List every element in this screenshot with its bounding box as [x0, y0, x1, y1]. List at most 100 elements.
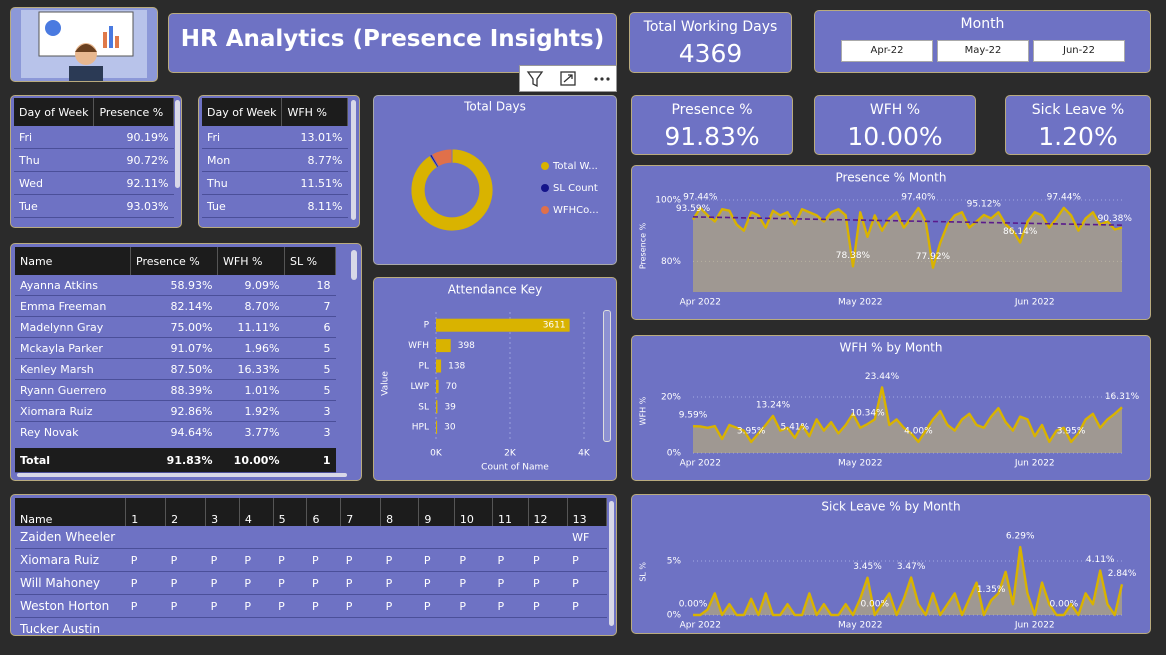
table-row: Ryann Guerrero 88.39% 1.01% 5 [15, 379, 336, 401]
table-cell: P [340, 594, 381, 618]
kpi-card: WFH % 10.00% [814, 95, 976, 155]
filter-icon[interactable] [526, 71, 544, 88]
table-row: Tue 93.03% [14, 194, 174, 218]
kpi-label: Sick Leave % [1031, 102, 1125, 118]
scrollbar[interactable] [17, 473, 347, 477]
logo-illustration [21, 10, 147, 81]
table-cell [125, 617, 166, 635]
table-cell: P [418, 548, 455, 572]
table-cell [239, 526, 274, 549]
table-cell [306, 526, 341, 549]
employee-panel: Name Presence % WFH % SL % Ayanna Atkins 58.9… [10, 243, 362, 481]
kpi-value: 4369 [678, 39, 743, 68]
table-cell: Kenley Marsh [15, 358, 131, 380]
table-cell: Rey Novak [15, 421, 131, 446]
slicer-option[interactable]: Jun-22 [1033, 40, 1125, 62]
table-cell: Thu [202, 171, 282, 195]
column-header: Name [15, 247, 131, 275]
table-cell: P [205, 571, 240, 595]
scrollbar[interactable] [351, 250, 357, 280]
table-cell [528, 526, 568, 549]
table: Name 1 2 3 4 5 6 7 8 9 10 11 12 13 Zaiden Wheeler WF Xio… [15, 498, 607, 635]
column-header: WFH % [281, 98, 348, 126]
table-cell: P [273, 571, 307, 595]
kpi-value: 10.00% [847, 122, 943, 151]
table-cell: 87.50% [130, 358, 218, 380]
slicer-option[interactable]: May-22 [937, 40, 1029, 62]
table-cell: P [454, 548, 493, 572]
column-header: 9 [418, 498, 455, 526]
visual-header-icons [526, 71, 610, 88]
table-cell: Emma Freeman [15, 295, 131, 317]
table-cell: P [418, 594, 455, 618]
table-cell: P [239, 571, 274, 595]
table-row: Thu 11.51% [202, 171, 348, 195]
table-cell: P [380, 548, 419, 572]
column-header: WFH % [217, 247, 285, 275]
header-row: Name Presence % WFH % SL % [15, 247, 336, 275]
scrollbar[interactable] [609, 501, 614, 626]
table-cell: 90.72% [93, 148, 174, 172]
table-cell: 91.07% [130, 337, 218, 359]
table-cell: P [492, 548, 529, 572]
table-cell: 8.70% [217, 295, 285, 317]
table-cell [380, 526, 419, 549]
scrollbar[interactable] [175, 100, 180, 188]
kpi-card: Presence % 91.83% [631, 95, 793, 155]
more-dot[interactable] [606, 77, 610, 81]
wfh-chart-panel [631, 335, 1151, 481]
table-cell [340, 526, 381, 549]
column-header: 7 [340, 498, 382, 526]
table-cell: Mon [202, 148, 282, 172]
table-cell: 3 [284, 421, 336, 446]
table-cell [273, 617, 307, 635]
kpi-value: 1.20% [1038, 122, 1118, 151]
table-cell: 82.14% [130, 295, 218, 317]
table-cell: Xiomara Ruiz [15, 548, 126, 572]
table-cell: P [273, 594, 307, 618]
employee-table: Name Presence % WFH % SL % Ayanna Atkins 58.9… [15, 247, 349, 473]
logo-bar [109, 26, 113, 48]
column-header: 4 [239, 498, 274, 526]
table-cell: 3.77% [217, 421, 285, 446]
column-header: Day of Week [202, 98, 283, 126]
table-cell: 75.00% [130, 316, 218, 338]
table-cell: 92.11% [93, 171, 174, 195]
table-row: Mon 8.77% [202, 148, 348, 172]
scrollbar[interactable] [603, 310, 611, 442]
table-cell [273, 526, 307, 549]
table-cell: P [340, 548, 381, 572]
day-presence-panel: Day of Week Presence % Fri 90.19% Thu 90.72% W… [10, 95, 182, 228]
column-header: Day of Week [14, 98, 95, 126]
presence-chart-panel [631, 165, 1151, 320]
kpi-value: 91.83% [664, 122, 760, 151]
table-cell [306, 617, 341, 635]
table-cell: 1.92% [217, 400, 285, 422]
table-cell: P [380, 571, 419, 595]
more-dot[interactable] [600, 77, 604, 81]
table-cell: 5 [284, 379, 336, 401]
table-cell [340, 617, 381, 635]
table-cell [165, 526, 206, 549]
more-dot[interactable] [594, 77, 598, 81]
table-row: Mckayla Parker 91.07% 1.96% 5 [15, 337, 336, 359]
slicer-option[interactable]: Apr-22 [841, 40, 933, 62]
column-header: 11 [492, 498, 529, 526]
table-cell [492, 526, 529, 549]
table-cell: Ryann Guerrero [15, 379, 131, 401]
focus-arrow [563, 74, 573, 83]
table-row: Wed 92.11% [14, 171, 174, 195]
table-cell: 58.93% [130, 275, 218, 296]
table-cell [528, 617, 568, 635]
attendance-panel: Name 1 2 3 4 5 6 7 8 9 10 11 12 13 Zaiden Wheeler WF Xio… [10, 494, 617, 636]
table-cell: 11.51% [281, 171, 348, 195]
scrollbar[interactable] [351, 100, 356, 220]
column-header: 5 [273, 498, 308, 526]
table-cell: 92.86% [130, 400, 218, 422]
focus-icon[interactable] [560, 71, 576, 86]
table-cell: Thu [14, 148, 94, 172]
table-cell: P [306, 594, 341, 618]
table-cell [205, 617, 240, 635]
table-cell [454, 617, 493, 635]
